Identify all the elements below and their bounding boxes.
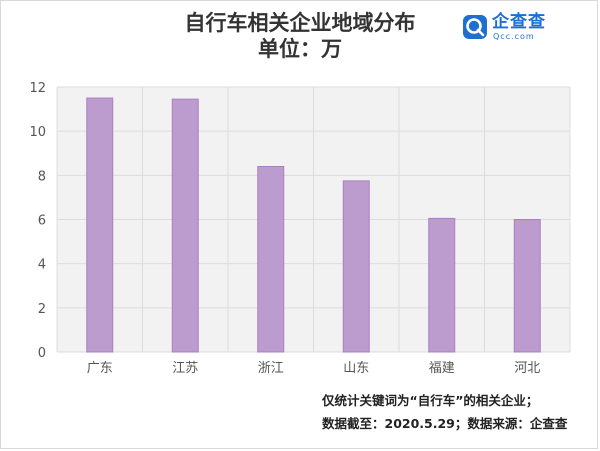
y-tick-label: 8 — [38, 169, 46, 184]
bar — [428, 217, 456, 353]
logo-name: 企查查 — [492, 12, 546, 32]
y-tick-label: 12 — [29, 81, 46, 96]
brand-logo: 企查查 Qcc.com — [462, 12, 572, 46]
x-tick-label: 山东 — [343, 361, 369, 376]
bar — [86, 97, 114, 353]
chart-subtitle: 单位：万 — [258, 37, 342, 61]
logo-domain: Qcc.com — [493, 32, 535, 41]
qcc-logo-icon — [463, 15, 487, 39]
bar — [513, 219, 541, 353]
y-tick-label: 2 — [38, 302, 46, 317]
x-tick-label: 江苏 — [172, 360, 198, 376]
y-tick-label: 4 — [38, 258, 46, 273]
bar — [171, 98, 199, 353]
x-tick-label: 广东 — [87, 361, 113, 376]
x-tick-label: 浙江 — [258, 361, 284, 376]
y-tick-label: 10 — [29, 125, 46, 140]
footnote-scope: 仅统计关键词为“自行车”的相关企业； — [322, 393, 539, 408]
footnote-source: 数据截至：2020.5.29；数据来源：企查查 — [322, 416, 568, 431]
x-tick-label: 福建 — [429, 361, 455, 376]
chart-title: 自行车相关企业地域分布 — [184, 11, 416, 35]
bar — [342, 180, 370, 353]
y-tick-label: 0 — [38, 346, 46, 361]
x-tick-label: 河北 — [514, 361, 540, 376]
y-tick-label: 6 — [38, 214, 46, 229]
bar — [257, 166, 285, 353]
